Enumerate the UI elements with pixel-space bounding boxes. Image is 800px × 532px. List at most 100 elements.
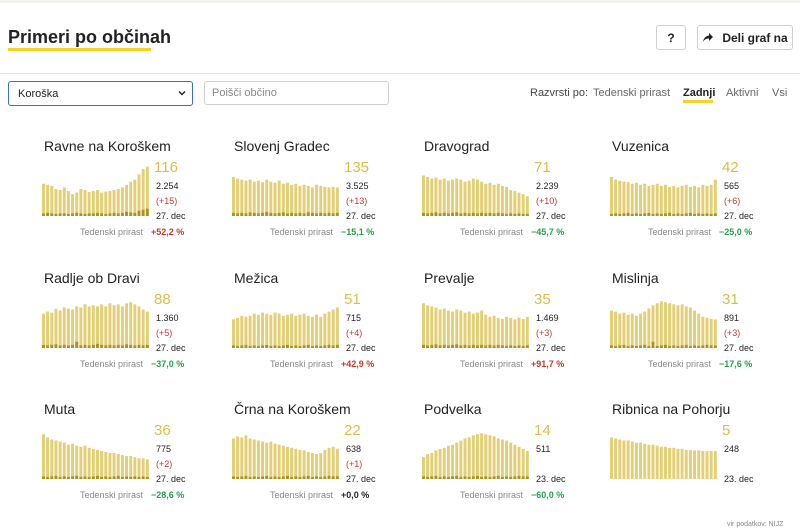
chart-bar xyxy=(496,438,500,479)
chart-bar xyxy=(442,308,446,348)
share-button[interactable]: Deli graf na xyxy=(697,25,793,50)
chart-bar xyxy=(319,185,323,216)
chart-bar xyxy=(517,192,521,216)
chart-bar xyxy=(610,177,613,216)
chart-bar-segment xyxy=(319,476,323,479)
chart-bar xyxy=(422,457,425,479)
chart-bar xyxy=(676,305,680,348)
chart-bar xyxy=(116,188,120,216)
municipality-name: Dravograd xyxy=(424,138,490,154)
chart-bar xyxy=(335,307,339,348)
chart-bar-segment xyxy=(290,345,294,348)
chart-bar xyxy=(58,310,62,348)
municipality-card[interactable]: Prevalje 35 1.469 (+3) 27. dec Tedenski prira… xyxy=(422,270,624,395)
chart-bar-segment xyxy=(83,213,87,216)
chart-bar xyxy=(634,442,638,479)
weekly-growth-label: Tedenski prirast xyxy=(648,359,712,369)
chart-bar xyxy=(290,313,294,348)
chart-bar xyxy=(273,312,277,348)
chart-bar-segment xyxy=(79,345,83,348)
chart-bar xyxy=(290,447,294,479)
chart-bar-segment xyxy=(701,213,705,216)
daily-delta: (+13) xyxy=(346,196,368,206)
municipality-card[interactable]: Mežica 51 715 (+4) 27. dec Tedenski prirast +4… xyxy=(232,270,434,395)
chart-bar xyxy=(484,314,488,348)
chart-bar-segment xyxy=(120,476,124,479)
municipality-card[interactable]: Vuzenica 42 565 (+6) 27. dec Tedenski prirast… xyxy=(610,138,800,263)
chart-bar-segment xyxy=(137,476,141,479)
municipality-card[interactable]: Ravne na Koroškem 116 2.254 (+15) 27. dec Ted… xyxy=(42,138,244,263)
chart-bar xyxy=(492,184,496,216)
weekly-growth-value: +52,2 % xyxy=(151,227,185,237)
latest-cases: 135 xyxy=(344,159,370,176)
chart-bar xyxy=(484,183,488,216)
data-source-note: vir podatkov: NIJZ xyxy=(727,521,784,528)
last-date: 27. dec xyxy=(156,211,186,221)
chart-bar xyxy=(46,437,50,479)
chart-bar-segment xyxy=(87,476,91,479)
chart-bar xyxy=(273,443,277,479)
region-select[interactable]: Koroška xyxy=(8,81,193,106)
chart-bar xyxy=(79,446,83,479)
municipality-card[interactable]: Mislinja 31 891 (+3) 27. dec Tedenski prirast… xyxy=(610,270,800,395)
chart-bar xyxy=(294,315,298,348)
chart-bar-segment xyxy=(442,344,446,348)
chart-bar-segment xyxy=(273,213,277,216)
chart-bar xyxy=(286,182,289,216)
chart-bar xyxy=(639,184,643,216)
daily-delta: (+5) xyxy=(156,328,173,338)
chart-bar-segment xyxy=(310,345,314,348)
chart-bar xyxy=(626,440,630,479)
sort-option-all[interactable]: Vsi xyxy=(772,87,788,99)
chart-bar-segment xyxy=(492,345,496,348)
last-date: 23. dec xyxy=(536,474,566,484)
chart-bar xyxy=(129,181,133,216)
municipality-card[interactable]: Črna na Koroškem 22 638 (+1) 27. dec Tedenski… xyxy=(232,401,434,526)
sort-option-latest[interactable]: Zadnji xyxy=(683,87,716,99)
chart-bar xyxy=(294,448,298,479)
chart-bar-segment xyxy=(509,213,513,216)
chart-bar xyxy=(455,442,459,479)
municipality-card[interactable]: Radlje ob Dravi 88 1.360 (+5) 27. dec Tedensk… xyxy=(42,270,244,395)
chart-bar-segment xyxy=(236,476,240,479)
cases-bar-chart xyxy=(610,177,717,216)
cases-bar-chart xyxy=(42,166,149,216)
chart-bar-segment xyxy=(265,475,269,479)
municipality-card[interactable]: Muta 36 775 (+2) 27. dec Tedenski prirast −28,… xyxy=(42,401,244,526)
chart-bar-segment xyxy=(104,213,108,216)
chart-bar xyxy=(713,450,717,479)
chart-bar-segment xyxy=(62,213,66,216)
chart-bar-segment xyxy=(54,475,58,479)
chart-bar-segment xyxy=(688,212,692,216)
sort-option-weekly-growth[interactable]: Tedenski prirast xyxy=(593,87,671,99)
chart-bar-segment xyxy=(463,212,467,216)
chart-bar xyxy=(451,311,455,348)
chart-bar-segment xyxy=(125,476,129,479)
municipality-card[interactable]: Ribnica na Pohorju 5 248 23. dec xyxy=(610,401,800,526)
latest-cases: 71 xyxy=(534,159,551,176)
chart-bar xyxy=(145,459,149,479)
chart-bar-segment xyxy=(120,345,124,348)
help-button[interactable]: ? xyxy=(656,25,686,50)
sort-option-active[interactable]: Aktivni xyxy=(726,87,759,99)
chart-bar xyxy=(664,446,667,479)
last-date: 27. dec xyxy=(346,343,376,353)
chart-bar-segment xyxy=(232,345,235,348)
chart-bar-segment xyxy=(455,475,459,479)
chart-bar-segment xyxy=(451,212,455,216)
chart-bar-segment xyxy=(50,344,54,348)
chart-bar xyxy=(647,185,651,216)
municipality-card[interactable]: Podvelka 14 511 23. dec Tedenski prirast −60,… xyxy=(422,401,624,526)
chart-bar-segment xyxy=(484,345,488,348)
chart-bar xyxy=(54,188,58,216)
chart-bar xyxy=(680,304,684,348)
municipality-search-input[interactable] xyxy=(204,81,389,105)
chart-bar xyxy=(496,183,500,216)
chart-bar-segment xyxy=(87,213,91,216)
chart-bar-segment xyxy=(455,344,459,348)
chart-bar-segment xyxy=(684,213,688,216)
municipality-card[interactable]: Dravograd 71 2.239 (+10) 27. dec Tedenski pri… xyxy=(422,138,624,263)
chart-bar-segment xyxy=(422,476,425,479)
municipality-card[interactable]: Slovenj Gradec 135 3.525 (+13) 27. dec Tedens… xyxy=(232,138,434,263)
chart-bar-segment xyxy=(50,476,54,479)
